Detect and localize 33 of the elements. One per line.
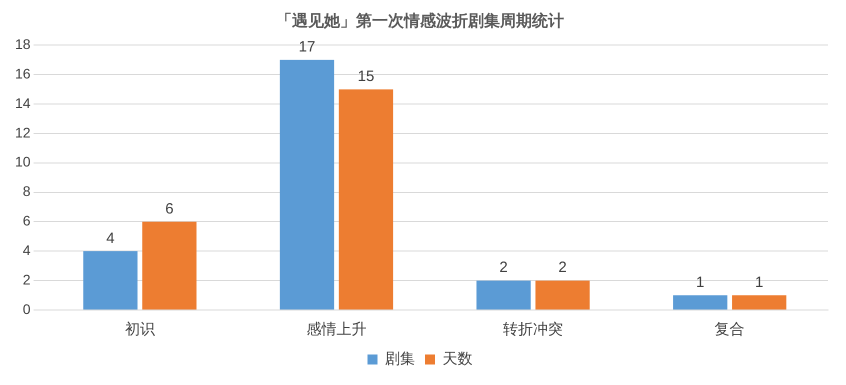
y-tick-label: 16 <box>14 65 31 82</box>
bar <box>338 89 394 310</box>
data-label: 15 <box>358 68 374 85</box>
bar <box>142 222 196 310</box>
data-label: 4 <box>106 230 115 247</box>
y-tick-label: 10 <box>14 154 31 170</box>
chart-title: 「遇见她」第一次情感波折剧集周期统计 <box>276 12 564 30</box>
bar <box>280 60 334 310</box>
x-tick-label: 转折冲突 <box>503 321 564 338</box>
y-tick-label: 6 <box>22 212 31 229</box>
y-tick-label: 0 <box>22 300 31 317</box>
data-label: 6 <box>165 200 174 218</box>
x-tick-label: 初识 <box>124 321 155 338</box>
data-label: 1 <box>696 274 704 291</box>
data-label: 2 <box>558 259 567 276</box>
bar <box>476 280 531 310</box>
y-tick-label: 8 <box>22 183 31 200</box>
data-label: 17 <box>298 38 316 56</box>
bar <box>83 251 138 310</box>
y-tick-label: 18 <box>14 36 31 52</box>
data-label: 1 <box>755 274 764 291</box>
bar <box>535 280 590 310</box>
legend-label: 天数 <box>442 350 472 368</box>
y-tick-label: 14 <box>14 94 31 111</box>
y-tick-label: 4 <box>22 242 31 258</box>
y-tick-label: 12 <box>14 124 31 140</box>
x-tick-label: 复合 <box>714 321 745 338</box>
data-label: 2 <box>499 259 508 276</box>
bar <box>673 295 728 310</box>
x-tick-label: 感情上升 <box>306 321 366 338</box>
legend-label: 剧集 <box>385 350 415 368</box>
bar <box>732 295 786 310</box>
y-tick-label: 2 <box>22 271 31 288</box>
